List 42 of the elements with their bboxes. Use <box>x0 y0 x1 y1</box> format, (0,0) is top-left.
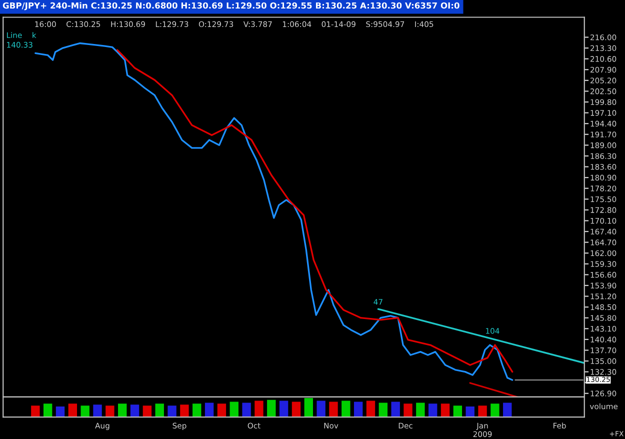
bar <box>204 402 214 418</box>
bar <box>230 402 238 418</box>
bar <box>428 404 438 418</box>
bar <box>267 400 276 418</box>
bar <box>391 402 400 418</box>
bar <box>453 406 462 418</box>
bar <box>440 404 450 418</box>
bar <box>56 406 65 418</box>
bar <box>106 406 114 418</box>
bar <box>503 402 512 418</box>
bar <box>354 402 363 418</box>
bar <box>217 404 226 418</box>
bar <box>68 404 78 418</box>
bar <box>366 400 376 418</box>
bar <box>304 398 313 418</box>
bar <box>180 404 189 418</box>
bar <box>155 404 164 418</box>
bar <box>31 406 40 418</box>
bar <box>490 404 500 418</box>
line-series <box>116 49 514 373</box>
bar <box>142 406 152 418</box>
bar <box>342 400 350 418</box>
bar <box>416 402 425 418</box>
bar <box>478 406 487 418</box>
bar <box>316 400 326 418</box>
bar <box>292 402 301 418</box>
bar <box>93 404 102 418</box>
bar <box>329 402 338 418</box>
bar <box>43 404 52 418</box>
chart-title: GBP/JPY+ 240-Min C:130.25 N:0.6800 H:130.69 L:129.50 O:129.55 B:130.25 A:130.30 V:6357 OI:0 <box>2 2 460 10</box>
bar <box>378 402 388 418</box>
bar <box>168 406 176 418</box>
line-series <box>34 42 514 381</box>
bar <box>279 400 288 418</box>
bar <box>242 402 251 418</box>
bar <box>404 404 412 418</box>
bar <box>130 404 140 418</box>
bar <box>80 406 90 418</box>
bar <box>466 406 474 418</box>
bar <box>118 404 127 418</box>
bar <box>254 400 264 418</box>
bar <box>192 404 202 418</box>
